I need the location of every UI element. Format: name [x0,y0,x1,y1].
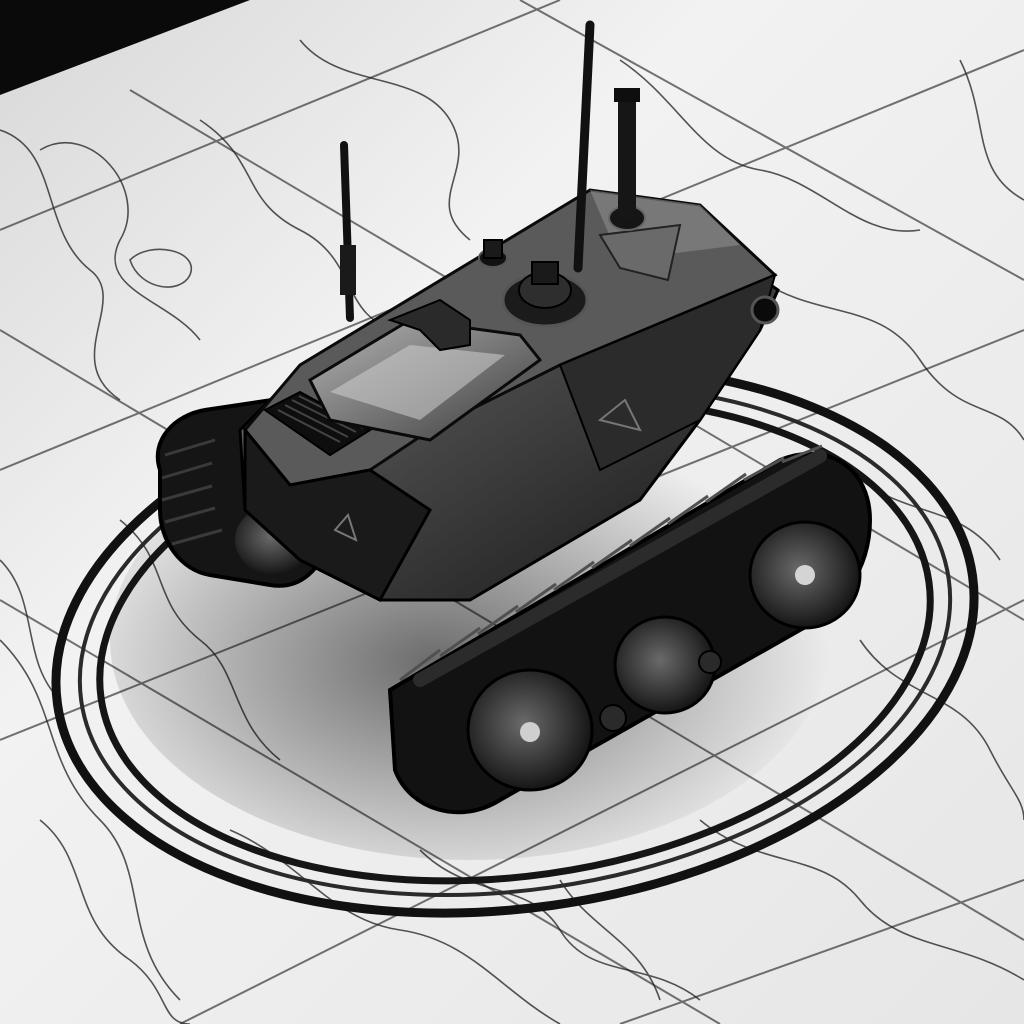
right-track [387,444,873,815]
antennas [340,20,640,322]
front-camera [750,295,780,325]
map-contours [0,39,1024,1024]
top-turret [501,261,589,328]
robot-hull [238,188,780,602]
center-antenna [573,20,595,273]
right-antenna-mast [618,95,636,220]
top-knob [478,239,508,268]
hatch-handle [387,298,471,352]
front-grille [263,390,372,457]
